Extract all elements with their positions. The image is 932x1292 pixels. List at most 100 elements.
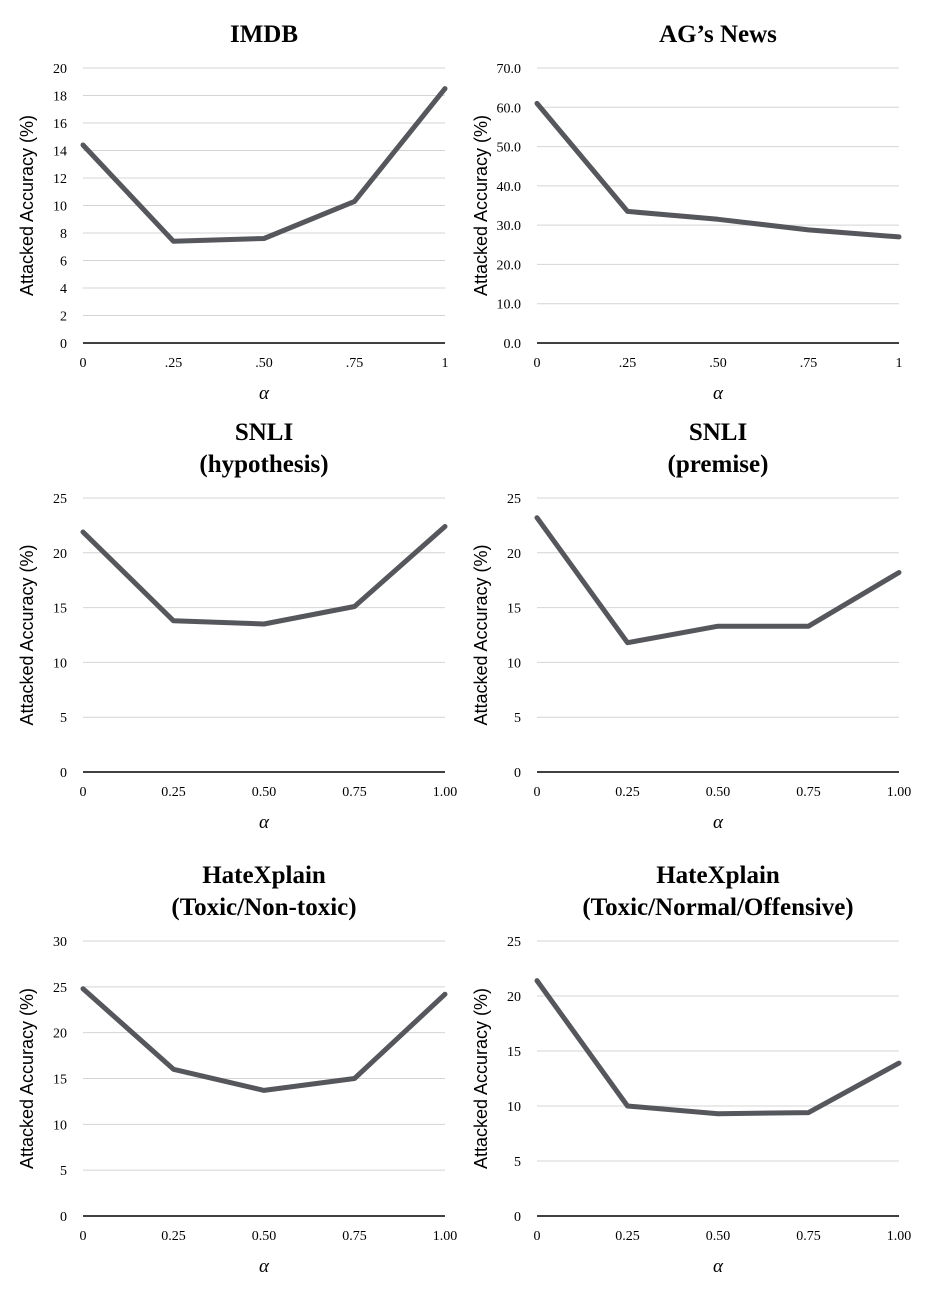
chart-title: SNLI bbox=[689, 419, 747, 446]
y-tick-label: 15 bbox=[507, 1045, 521, 1060]
y-tick-label: 0.0 bbox=[504, 337, 522, 352]
y-tick-label: 20 bbox=[53, 1027, 67, 1042]
y-axis-label: Attacked Accuracy (%) bbox=[17, 988, 37, 1169]
y-tick-label: 20 bbox=[53, 62, 67, 77]
x-tick-label: 1.00 bbox=[433, 1229, 458, 1244]
series-line bbox=[80, 986, 448, 1093]
y-tick-label: 20 bbox=[53, 547, 67, 562]
x-axis-label: α bbox=[713, 1256, 724, 1277]
x-tick-label: 0.50 bbox=[706, 785, 731, 800]
x-tick-label: 0.25 bbox=[161, 1229, 186, 1244]
chart-panel-6: HateXplain (Toxic/Normal/Offensive) 0 5 10 15… bbox=[471, 862, 911, 1277]
chart-title: HateXplain bbox=[202, 862, 326, 889]
series-line bbox=[534, 515, 902, 646]
y-tick-label: 10 bbox=[507, 656, 521, 671]
chart-title: (Toxic/Non-toxic) bbox=[171, 894, 356, 921]
chart-title: SNLI bbox=[235, 419, 293, 446]
y-tick-label: 15 bbox=[53, 602, 67, 617]
x-tick-label: 0.75 bbox=[796, 785, 821, 800]
y-tick-label: 30.0 bbox=[497, 219, 522, 234]
x-tick-label: 0 bbox=[80, 785, 87, 800]
y-tick-label: 5 bbox=[60, 711, 67, 726]
x-axis-label: α bbox=[713, 812, 724, 833]
y-tick-label: 4 bbox=[60, 282, 67, 297]
y-tick-label: 2 bbox=[60, 310, 67, 325]
y-tick-label: 12 bbox=[53, 172, 67, 187]
y-axis-label: Attacked Accuracy (%) bbox=[17, 115, 37, 296]
chart-title: IMDB bbox=[230, 21, 298, 48]
y-tick-label: 25 bbox=[507, 492, 521, 507]
x-axis-label: α bbox=[713, 383, 724, 404]
y-tick-label: 14 bbox=[53, 145, 67, 160]
y-tick-label: 16 bbox=[53, 117, 67, 132]
x-tick-label: 0.75 bbox=[342, 1229, 367, 1244]
x-tick-label: .25 bbox=[165, 356, 183, 371]
x-tick-label: 0.50 bbox=[252, 785, 277, 800]
y-tick-label: 10 bbox=[53, 1118, 67, 1133]
chart-panel-2: AG’s News 0.0 10.0 20.0 30.0 40.0 50.0 60.0 70.0… bbox=[471, 21, 903, 404]
y-axis-label: Attacked Accuracy (%) bbox=[471, 115, 491, 296]
y-tick-label: 10 bbox=[53, 200, 67, 215]
y-tick-label: 20 bbox=[507, 990, 521, 1005]
x-tick-label: .50 bbox=[709, 356, 727, 371]
x-tick-label: 0 bbox=[534, 356, 541, 371]
y-tick-label: 25 bbox=[53, 492, 67, 507]
y-tick-label: 20 bbox=[507, 547, 521, 562]
x-tick-label: 0 bbox=[534, 1229, 541, 1244]
y-axis-label: Attacked Accuracy (%) bbox=[471, 544, 491, 725]
y-tick-label: 0 bbox=[514, 766, 521, 781]
y-tick-label: 50.0 bbox=[497, 141, 522, 156]
y-tick-label: 40.0 bbox=[497, 180, 522, 195]
chart-panel-1: IMDB 0 2 4 6 8 10 12 14 16 18 20 0 .25 .50 .75 1 α Attacke… bbox=[17, 21, 449, 404]
y-tick-label: 10 bbox=[507, 1100, 521, 1115]
chart-title: AG’s News bbox=[659, 21, 777, 48]
x-tick-label: 0.75 bbox=[796, 1229, 821, 1244]
y-tick-label: 0 bbox=[514, 1210, 521, 1225]
y-tick-label: 6 bbox=[60, 255, 67, 270]
x-tick-label: 0.50 bbox=[706, 1229, 731, 1244]
x-tick-label: 1 bbox=[442, 356, 449, 371]
x-tick-label: .75 bbox=[800, 356, 818, 371]
y-tick-label: 0 bbox=[60, 766, 67, 781]
y-tick-label: 15 bbox=[507, 602, 521, 617]
y-tick-label: 10.0 bbox=[497, 298, 522, 313]
y-tick-label: 0 bbox=[60, 1210, 67, 1225]
x-axis-label: α bbox=[259, 383, 270, 404]
x-tick-label: 1.00 bbox=[433, 785, 458, 800]
x-tick-label: 0 bbox=[534, 785, 541, 800]
y-axis-label: Attacked Accuracy (%) bbox=[17, 544, 37, 725]
y-tick-label: 60.0 bbox=[497, 101, 522, 116]
y-tick-label: 5 bbox=[60, 1164, 67, 1179]
chart-panel-5: HateXplain (Toxic/Non-toxic) 0 5 10 15 20 25 30 0… bbox=[17, 862, 457, 1277]
x-tick-label: 0.75 bbox=[342, 785, 367, 800]
chart-title: (hypothesis) bbox=[199, 451, 328, 478]
y-tick-label: 0 bbox=[60, 337, 67, 352]
chart-title: (Toxic/Normal/Offensive) bbox=[582, 894, 853, 921]
y-tick-label: 18 bbox=[53, 90, 67, 105]
chart-panel-3: SNLI (hypothesis) 0 5 10 15 20 25 0 0.25 0.50 0.75 1… bbox=[17, 419, 457, 833]
x-tick-label: 0.25 bbox=[615, 1229, 640, 1244]
y-tick-label: 8 bbox=[60, 227, 67, 242]
x-tick-label: 0.25 bbox=[615, 785, 640, 800]
y-tick-label: 10 bbox=[53, 656, 67, 671]
y-tick-label: 5 bbox=[514, 711, 521, 726]
x-tick-label: .25 bbox=[619, 356, 637, 371]
y-tick-label: 15 bbox=[53, 1073, 67, 1088]
x-axis-label: α bbox=[259, 1256, 270, 1277]
y-tick-label: 25 bbox=[507, 935, 521, 950]
x-tick-label: 0.50 bbox=[252, 1229, 277, 1244]
y-tick-label: 70.0 bbox=[497, 62, 522, 77]
chart-title: (premise) bbox=[668, 451, 769, 478]
y-tick-label: 5 bbox=[514, 1155, 521, 1170]
x-tick-label: 0 bbox=[80, 1229, 87, 1244]
x-tick-label: 0 bbox=[80, 356, 87, 371]
series-line bbox=[80, 524, 448, 627]
chart-title: HateXplain bbox=[656, 862, 780, 889]
series-line bbox=[534, 978, 902, 1117]
chart-panel-4: SNLI (premise) 0 5 10 15 20 25 0 0.25 0.50 0.75 1.00… bbox=[471, 419, 911, 833]
x-tick-label: .50 bbox=[255, 356, 273, 371]
y-tick-label: 20.0 bbox=[497, 258, 522, 273]
x-tick-label: 1.00 bbox=[887, 785, 912, 800]
y-axis-label: Attacked Accuracy (%) bbox=[471, 988, 491, 1169]
